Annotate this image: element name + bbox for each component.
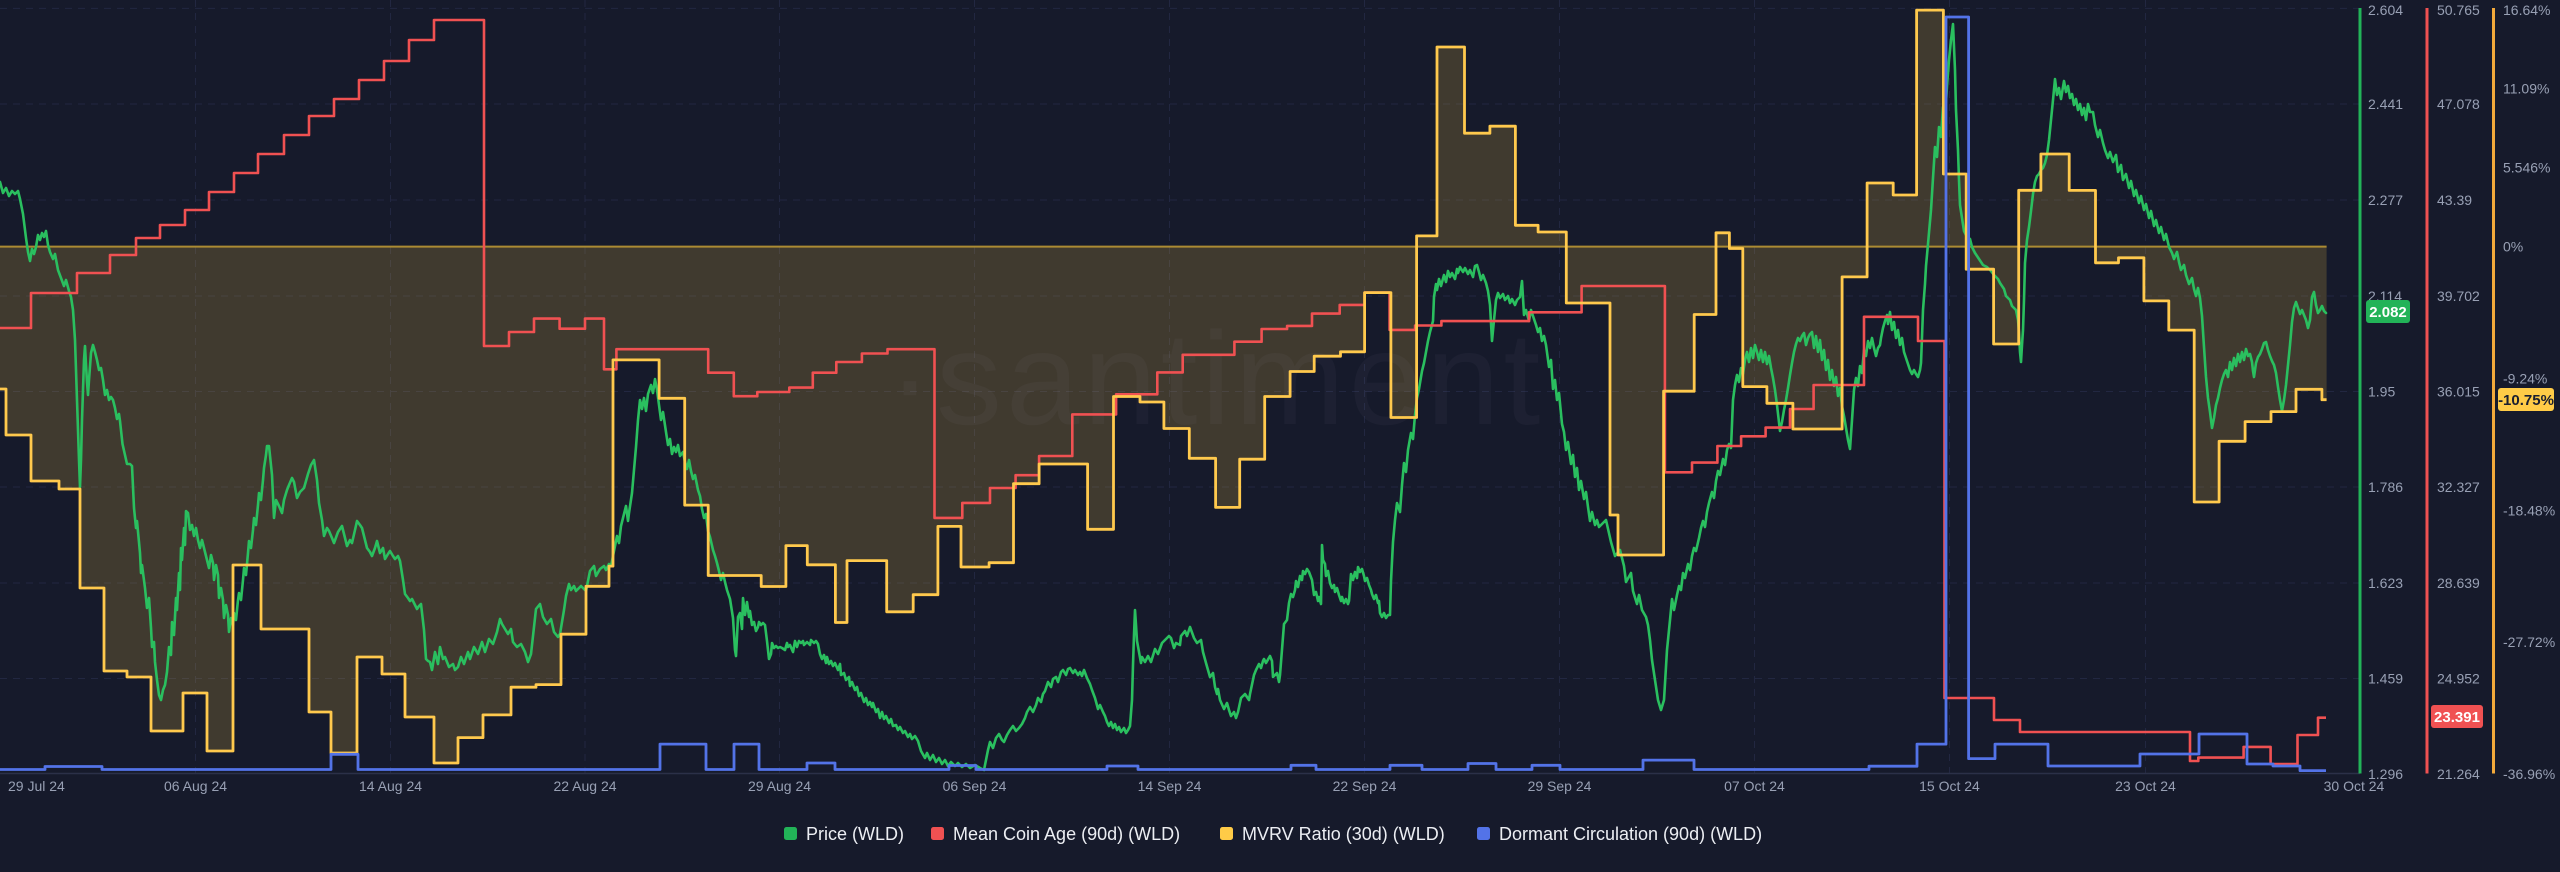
svg-text:22 Aug 24: 22 Aug 24 bbox=[553, 778, 616, 794]
svg-text:39.702: 39.702 bbox=[2437, 288, 2480, 304]
svg-text:14 Aug 24: 14 Aug 24 bbox=[359, 778, 422, 794]
svg-text:2.441: 2.441 bbox=[2368, 96, 2403, 112]
svg-text:07 Oct 24: 07 Oct 24 bbox=[1724, 778, 1785, 794]
svg-text:·santiment: ·santiment bbox=[888, 305, 1544, 452]
svg-text:1.296: 1.296 bbox=[2368, 766, 2403, 782]
svg-text:MVRV Ratio (30d) (WLD): MVRV Ratio (30d) (WLD) bbox=[1242, 824, 1445, 844]
svg-text:06 Aug 24: 06 Aug 24 bbox=[164, 778, 227, 794]
svg-text:29 Sep 24: 29 Sep 24 bbox=[1528, 778, 1592, 794]
svg-text:Mean Coin Age (90d) (WLD): Mean Coin Age (90d) (WLD) bbox=[953, 824, 1180, 844]
svg-text:0%: 0% bbox=[2503, 239, 2523, 255]
svg-text:29 Jul 24: 29 Jul 24 bbox=[8, 778, 65, 794]
svg-text:43.39: 43.39 bbox=[2437, 192, 2472, 208]
svg-text:22 Sep 24: 22 Sep 24 bbox=[1333, 778, 1397, 794]
svg-text:11.09%: 11.09% bbox=[2503, 80, 2549, 96]
svg-text:2.277: 2.277 bbox=[2368, 192, 2403, 208]
svg-text:28.639: 28.639 bbox=[2437, 575, 2480, 591]
svg-text:30 Oct 24: 30 Oct 24 bbox=[2324, 778, 2385, 794]
svg-text:Price (WLD): Price (WLD) bbox=[806, 824, 904, 844]
svg-text:23.391: 23.391 bbox=[2434, 709, 2480, 726]
svg-text:-9.24%: -9.24% bbox=[2503, 371, 2547, 387]
svg-text:47.078: 47.078 bbox=[2437, 96, 2480, 112]
svg-text:24.952: 24.952 bbox=[2437, 671, 2480, 687]
svg-text:5.546%: 5.546% bbox=[2503, 159, 2550, 175]
svg-text:32.327: 32.327 bbox=[2437, 479, 2480, 495]
svg-text:-18.48%: -18.48% bbox=[2503, 502, 2555, 518]
svg-text:1.786: 1.786 bbox=[2368, 479, 2403, 495]
svg-text:Dormant Circulation (90d) (WLD: Dormant Circulation (90d) (WLD) bbox=[1499, 824, 1762, 844]
svg-text:1.459: 1.459 bbox=[2368, 671, 2403, 687]
svg-text:06 Sep 24: 06 Sep 24 bbox=[943, 778, 1007, 794]
svg-text:-10.75%: -10.75% bbox=[2498, 392, 2554, 409]
svg-text:14 Sep 24: 14 Sep 24 bbox=[1138, 778, 1202, 794]
svg-text:16.64%: 16.64% bbox=[2503, 2, 2550, 18]
svg-text:-27.72%: -27.72% bbox=[2503, 634, 2555, 650]
svg-text:23 Oct 24: 23 Oct 24 bbox=[2115, 778, 2176, 794]
svg-text:15 Oct 24: 15 Oct 24 bbox=[1919, 778, 1980, 794]
svg-text:1.95: 1.95 bbox=[2368, 384, 2395, 400]
svg-text:50.765: 50.765 bbox=[2437, 2, 2480, 18]
svg-text:2.082: 2.082 bbox=[2369, 304, 2407, 321]
svg-text:1.623: 1.623 bbox=[2368, 575, 2403, 591]
svg-text:2.604: 2.604 bbox=[2368, 2, 2403, 18]
svg-text:29 Aug 24: 29 Aug 24 bbox=[748, 778, 811, 794]
svg-text:36.015: 36.015 bbox=[2437, 384, 2480, 400]
svg-text:-36.96%: -36.96% bbox=[2503, 766, 2555, 782]
svg-text:21.264: 21.264 bbox=[2437, 766, 2480, 782]
